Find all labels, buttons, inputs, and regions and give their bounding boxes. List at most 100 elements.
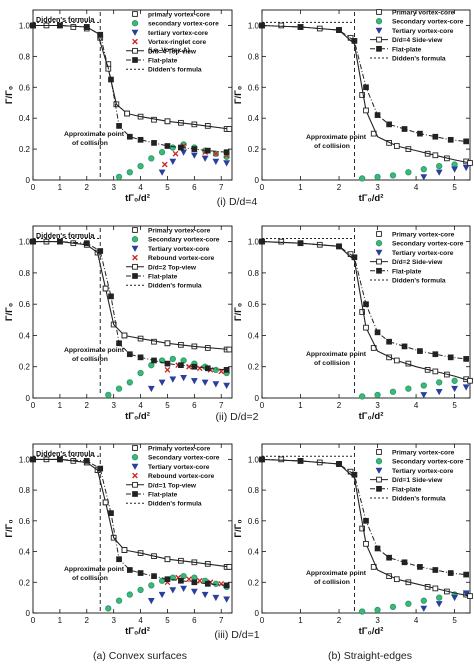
data-point	[201, 591, 209, 599]
legend-label: Primary vortex-core	[148, 446, 211, 453]
data-point	[226, 126, 233, 132]
data-point	[151, 573, 157, 579]
x-tick-label: 2	[337, 616, 342, 625]
data-point	[191, 363, 198, 370]
legend-marker	[132, 227, 138, 233]
data-point	[121, 547, 128, 553]
data-point	[417, 348, 423, 354]
annotation-collision: Approximate point	[306, 570, 367, 577]
data-point	[164, 556, 171, 563]
data-point	[386, 338, 392, 345]
data-point	[451, 161, 458, 168]
legend-marker	[375, 249, 383, 256]
series-line	[261, 24, 471, 164]
row-caption-3: (iii) D/d=1	[214, 629, 260, 641]
data-point	[417, 564, 423, 570]
series-3	[147, 374, 231, 393]
series-3	[420, 164, 470, 181]
data-point	[462, 164, 470, 172]
annotation-collision: of collision	[72, 356, 108, 363]
data-point	[463, 138, 469, 145]
x-tick-label: 1	[58, 183, 63, 192]
y-tick-label: 0.8	[19, 486, 31, 495]
data-point	[374, 329, 381, 336]
x-tick-label: 4	[138, 183, 143, 192]
data-point	[389, 172, 397, 179]
data-point	[467, 593, 473, 599]
data-point	[124, 110, 130, 117]
legend-marker	[132, 57, 138, 63]
y-tick-label: 0	[26, 176, 31, 185]
legend-marker	[375, 467, 383, 474]
series-5	[259, 456, 469, 578]
data-point	[359, 309, 365, 315]
y-tick-label: 0.2	[19, 145, 31, 154]
x-tick-label: 6	[192, 401, 197, 410]
legend-label: Tertiary vortex-core	[148, 464, 210, 471]
data-point	[158, 591, 166, 599]
legend-label: Primary vortex-core	[392, 450, 455, 457]
data-point	[186, 576, 192, 583]
data-point	[164, 340, 171, 347]
data-point	[57, 456, 63, 463]
data-point	[161, 161, 168, 168]
data-point	[30, 456, 36, 463]
data-point	[467, 160, 473, 166]
x-axis-label: tΓ₀/d²	[359, 626, 384, 637]
legend-marker	[376, 9, 382, 15]
data-point	[30, 238, 36, 245]
legend-label: Flat-plate	[148, 274, 178, 281]
data-point	[223, 382, 231, 390]
data-point	[108, 293, 114, 300]
data-point	[190, 588, 198, 596]
data-point	[451, 377, 458, 384]
data-point	[102, 285, 109, 292]
legend-label: Vortex-ringlet core	[148, 39, 206, 46]
y-tick-label: 0.8	[248, 486, 260, 495]
chart-panel-6: 0 1 2 3 4 5 0 0.2 0.4 0.6 0.8 1.0 tΓ₀/d² Γ/Γ₀ Approxim…	[233, 443, 473, 637]
annotation-collision: Approximate point	[64, 131, 125, 138]
data-point	[151, 140, 157, 146]
data-point	[196, 365, 203, 372]
data-point	[358, 175, 366, 182]
data-point	[137, 369, 144, 377]
legend-label: Primary vortex-core	[148, 228, 211, 235]
data-point	[432, 351, 439, 358]
data-point	[178, 144, 184, 151]
y-tick-label: 1.0	[248, 238, 260, 247]
data-point	[259, 238, 265, 245]
data-point	[223, 596, 231, 603]
data-point	[158, 149, 166, 156]
data-point	[158, 169, 166, 176]
series-2	[358, 161, 458, 182]
x-tick-label: 2	[85, 401, 90, 410]
y-tick-label: 0	[255, 394, 260, 403]
legend-label: D/d=2 Top-view	[148, 264, 197, 271]
data-point	[226, 346, 233, 353]
y-tick-label: 0.2	[248, 578, 260, 587]
data-point	[223, 367, 230, 373]
legend-label: Flat-plate	[392, 268, 422, 275]
data-point	[83, 24, 90, 30]
legend-marker	[131, 454, 139, 461]
data-point	[204, 365, 211, 372]
x-tick-label: 0	[260, 183, 265, 192]
data-point	[432, 152, 439, 159]
legend-marker	[376, 258, 382, 265]
series-3	[158, 149, 231, 176]
data-point	[359, 92, 365, 98]
y-tick-label: 0.2	[248, 145, 260, 154]
data-point	[126, 133, 133, 140]
data-point	[420, 597, 427, 604]
data-point	[389, 603, 397, 611]
legend-marker	[376, 476, 382, 483]
data-point	[386, 121, 392, 128]
data-point	[164, 143, 171, 149]
data-point	[420, 382, 427, 389]
annotation-collision: Approximate point	[306, 351, 367, 358]
data-point	[351, 38, 358, 44]
legend-label: Secondary vortex-core	[392, 459, 464, 466]
data-point	[137, 570, 144, 576]
data-point	[178, 362, 184, 369]
data-point	[363, 107, 369, 114]
